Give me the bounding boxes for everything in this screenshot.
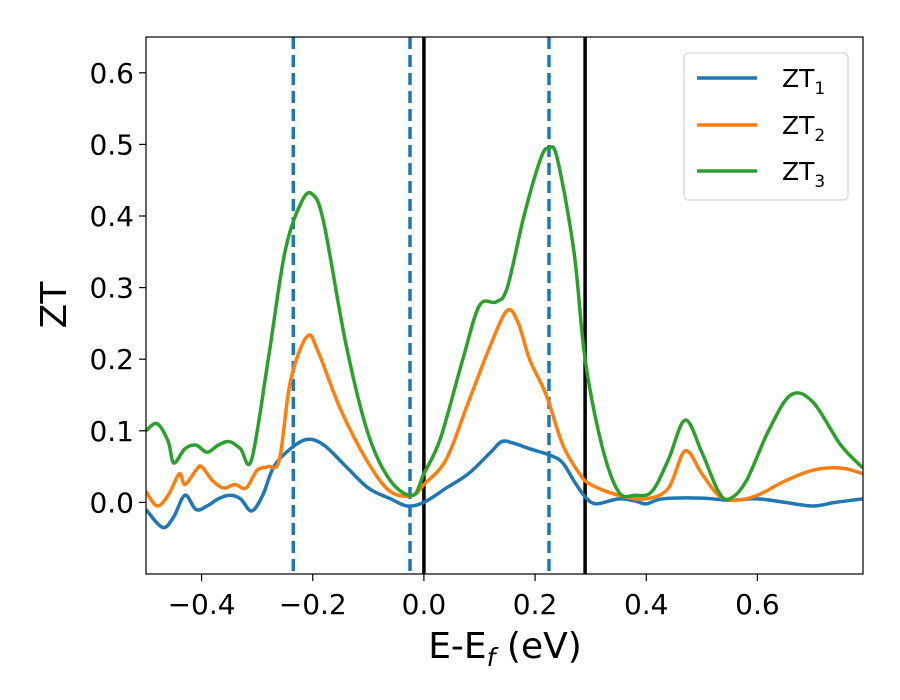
x-tick-label: 0.6 [735, 588, 780, 621]
x-axis-title-main: E-E [428, 626, 486, 667]
x-tick-label: 0.0 [402, 588, 447, 621]
legend-label-zt1: ZT1 [782, 64, 825, 99]
series-line-zt2 [146, 307, 863, 508]
legend: ZT1 ZT2 ZT3 [683, 52, 849, 201]
axis-ticks: −0.4 −0.2 0.0 0.2 0.4 0.6 0.0 0.1 0.2 0.3 0.4 0.5 0.… [89, 57, 779, 621]
series-line-zt1 [146, 437, 863, 530]
y-tick-label: 0.3 [89, 272, 134, 305]
y-tick-label: 0.5 [89, 128, 134, 161]
series-lines [146, 145, 863, 530]
x-tick-label: 0.2 [513, 588, 558, 621]
x-tick-label: −0.4 [168, 588, 236, 621]
y-tick-label: 0.0 [89, 486, 134, 519]
legend-label-zt2: ZT2 [782, 111, 825, 146]
y-tick-label: 0.2 [89, 343, 134, 376]
series-line-zt3 [146, 145, 863, 502]
y-tick-label: 0.4 [89, 200, 134, 233]
y-tick-label: 0.6 [89, 57, 134, 90]
y-axis-title: ZT [34, 281, 75, 329]
y-tick-label: 0.1 [89, 415, 134, 448]
plot-area-frame [145, 36, 864, 575]
x-axis-title-unit: (eV) [495, 626, 581, 667]
x-tick-label: 0.4 [624, 588, 669, 621]
x-tick-label: −0.2 [279, 588, 347, 621]
legend-label-zt3: ZT3 [782, 157, 825, 192]
legend-box [683, 52, 849, 201]
x-axis-title: E-Ef (eV) [428, 626, 582, 672]
